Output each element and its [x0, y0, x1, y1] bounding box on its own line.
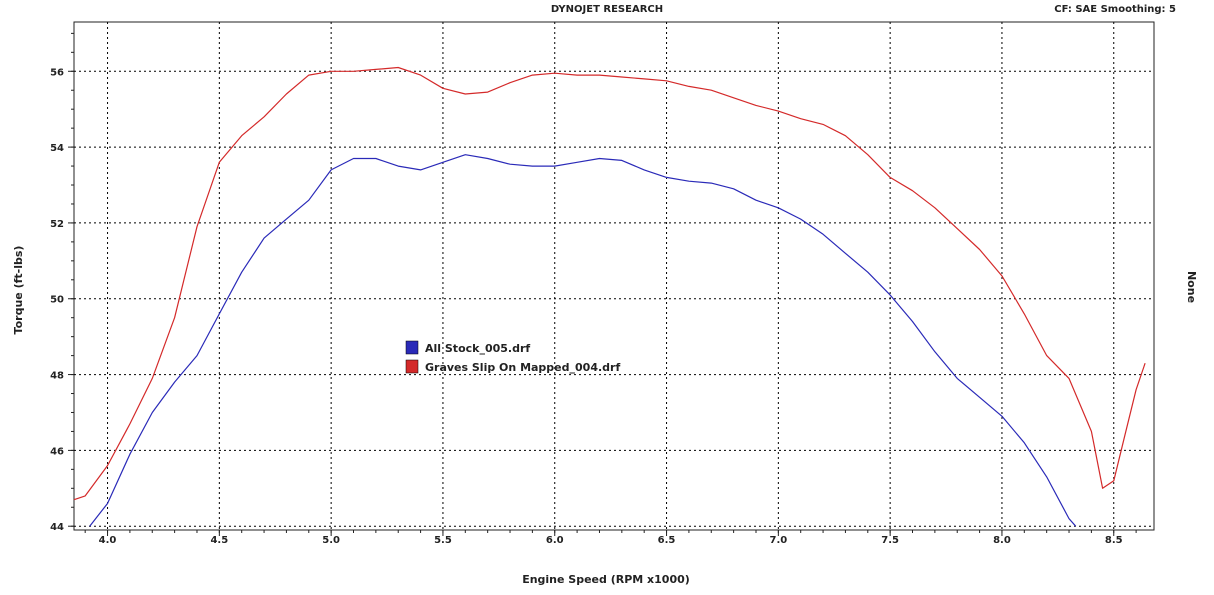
x-tick-label: 7.5 — [881, 535, 899, 546]
x-tick-label: 5.0 — [322, 535, 340, 546]
y-tick-label: 44 — [50, 522, 64, 533]
y-tick-labels: 44 46 48 50 52 54 56 — [50, 32, 74, 533]
x-tick-label: 6.0 — [546, 535, 564, 546]
legend-swatch-stock — [405, 340, 419, 355]
series-lines — [73, 66, 1146, 527]
series-line-graves — [73, 66, 1146, 501]
y-tick-label: 48 — [50, 371, 64, 382]
y-axis-label: Torque (ft-lbs) — [12, 246, 25, 335]
legend-label-graves: Graves Slip On Mapped_004.drf — [425, 361, 620, 374]
x-tick-labels: 4.0 4.5 5.0 5.5 6.0 6.5 7.0 7.5 8.0 8.5 — [84, 530, 1137, 546]
x-tick-label: 5.5 — [434, 535, 452, 546]
y-tick-label: 54 — [50, 143, 64, 154]
x-tick-label: 8.5 — [1105, 535, 1123, 546]
legend-swatch-graves — [405, 359, 419, 374]
y-tick-label: 56 — [50, 67, 64, 78]
x-tick-label: 8.0 — [993, 535, 1011, 546]
x-tick-label: 6.5 — [658, 535, 676, 546]
y-tick-label: 50 — [50, 295, 64, 306]
legend: All Stock_005.drf Graves Slip On Mapped_… — [405, 340, 620, 374]
y-tick-label: 46 — [50, 446, 64, 457]
legend-label-stock: All Stock_005.drf — [425, 342, 530, 355]
x-tick-label: 4.5 — [210, 535, 228, 546]
plot-frame — [73, 21, 1155, 531]
chart-title: DYNOJET RESEARCH — [550, 4, 664, 15]
grid-lines — [74, 22, 1154, 530]
x-axis-label: Engine Speed (RPM x1000) — [522, 573, 690, 586]
correction-factor-label: CF: SAE Smoothing: 5 — [1054, 4, 1176, 15]
x-tick-label: 4.0 — [99, 535, 117, 546]
series-line-stock — [89, 154, 1077, 527]
y-tick-label: 52 — [50, 219, 64, 230]
x-tick-label: 7.0 — [769, 535, 787, 546]
y2-axis-label: None — [1185, 271, 1198, 303]
